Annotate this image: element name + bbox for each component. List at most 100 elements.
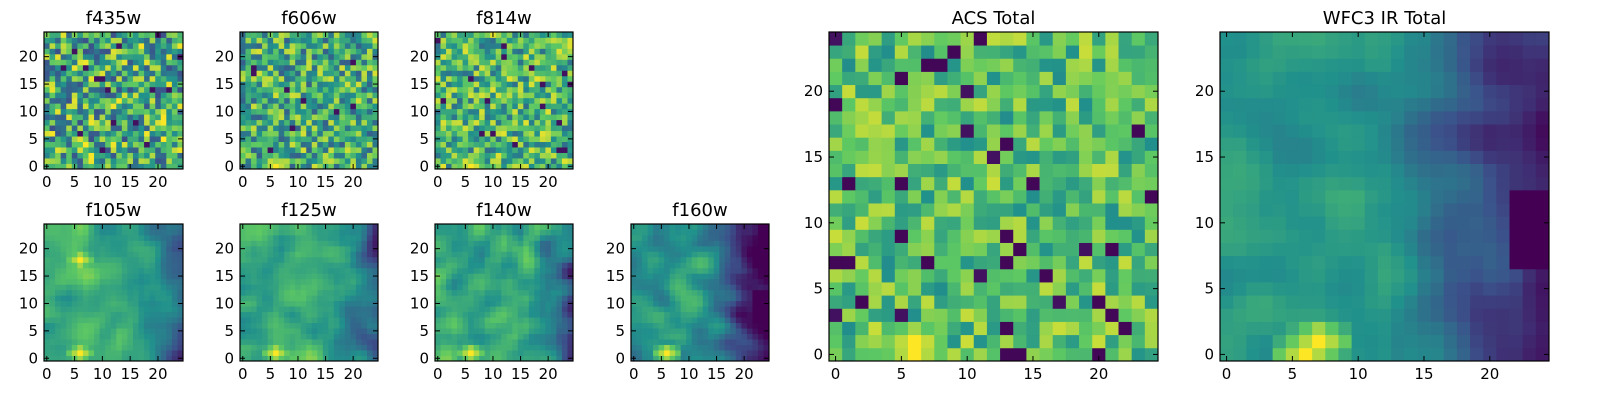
heatmap-cell — [539, 256, 546, 263]
heatmap-cell — [523, 262, 530, 269]
heatmap-cell — [528, 92, 535, 99]
heatmap-cell — [561, 300, 568, 307]
heatmap-cell — [295, 42, 302, 49]
heatmap-cell — [251, 81, 257, 88]
heatmap-cell — [440, 119, 447, 126]
heatmap-cell — [88, 119, 95, 126]
heatmap-cell — [88, 103, 95, 110]
heatmap-cell — [451, 350, 458, 356]
heatmap-cell — [636, 289, 643, 296]
heatmap-cell — [506, 114, 513, 121]
heatmap-cell — [868, 268, 883, 283]
heatmap-cell — [251, 306, 257, 313]
heatmap-cell — [1026, 321, 1040, 336]
heatmap-cell — [440, 267, 447, 274]
heatmap-cell — [339, 317, 346, 324]
heatmap-cell — [686, 256, 693, 263]
heatmap-cell — [240, 86, 246, 93]
heatmap-cell — [495, 108, 502, 115]
heatmap-cell — [132, 108, 139, 115]
heatmap-cell — [556, 53, 563, 60]
heatmap-cell — [339, 339, 346, 345]
heatmap-cell — [132, 70, 139, 77]
heatmap-cell — [138, 251, 145, 258]
heatmap-cell — [881, 163, 896, 178]
heatmap-cell — [669, 295, 676, 302]
heatmap-cell — [730, 289, 737, 296]
heatmap-cell — [894, 189, 909, 204]
heatmap-cell — [44, 86, 50, 93]
heatmap-cell — [763, 224, 770, 230]
heatmap-cell — [311, 339, 318, 345]
heatmap-cell — [495, 295, 502, 302]
heatmap-cell — [328, 262, 335, 269]
heatmap-cell — [132, 114, 139, 121]
heatmap-cell — [947, 282, 961, 296]
heatmap-cell — [88, 86, 95, 93]
heatmap-cell — [746, 278, 753, 285]
heatmap-cell — [947, 163, 961, 178]
heatmap-cell — [539, 273, 546, 280]
heatmap-cell — [653, 317, 659, 324]
heatmap-cell — [484, 86, 491, 93]
heatmap-cell — [517, 317, 524, 324]
heatmap-cell — [344, 224, 351, 230]
heatmap-cell — [479, 136, 486, 142]
heatmap-cell — [132, 311, 139, 318]
heatmap-cell — [730, 311, 737, 318]
heatmap-cell — [355, 158, 362, 164]
heatmap-cell — [534, 130, 541, 137]
heatmap-cell — [132, 262, 139, 269]
heatmap-cell — [44, 119, 50, 126]
heatmap-cell — [267, 251, 274, 258]
heatmap-cell — [306, 81, 313, 88]
heatmap-cell — [479, 355, 486, 362]
heatmap-cell — [446, 114, 452, 121]
heatmap-cell — [550, 295, 557, 302]
heatmap-cell — [306, 70, 313, 77]
heatmap-cell — [960, 334, 975, 349]
heatmap-cell — [71, 278, 78, 285]
heatmap-cell — [1013, 229, 1027, 243]
heatmap-cell — [473, 119, 480, 126]
heatmap-cell — [44, 48, 50, 55]
heatmap-cell — [561, 70, 568, 77]
heatmap-cell — [60, 130, 67, 137]
heatmap-cell — [284, 229, 291, 236]
heatmap-cell — [435, 278, 441, 285]
heatmap-cell — [160, 163, 167, 170]
heatmap-cell — [333, 311, 340, 318]
heatmap-cell — [1144, 229, 1159, 243]
heatmap-cell — [1079, 189, 1093, 204]
heatmap-cell — [144, 81, 151, 88]
heatmap-cell — [278, 284, 285, 291]
heatmap-cell — [171, 289, 178, 296]
heatmap-cell — [534, 86, 541, 93]
heatmap-cell — [171, 64, 178, 71]
heatmap-cell — [757, 300, 764, 307]
heatmap-cell — [262, 300, 268, 307]
heatmap-cell — [355, 355, 362, 362]
heatmap-cell — [741, 284, 748, 291]
heatmap-cell — [680, 339, 687, 345]
heatmap-cell — [245, 295, 252, 302]
heatmap-cell — [523, 278, 530, 285]
heatmap-cell — [289, 278, 296, 285]
heatmap-cell — [155, 278, 162, 285]
heatmap-cell — [44, 152, 50, 159]
heatmap-cell — [907, 334, 922, 349]
heatmap-cell — [339, 97, 346, 104]
heatmap-cell — [506, 147, 513, 153]
heatmap-cell — [517, 92, 524, 99]
heatmap-cell — [495, 70, 502, 77]
heatmap-cell — [934, 334, 948, 349]
heatmap-cell — [121, 92, 128, 99]
heatmap-cell — [457, 267, 463, 274]
heatmap-cell — [166, 158, 173, 164]
heatmap-cell — [1039, 176, 1054, 191]
heatmap-cell — [121, 295, 128, 302]
heatmap-cell — [539, 86, 546, 93]
heatmap-cell — [350, 245, 357, 252]
heatmap-cell — [44, 289, 50, 296]
heatmap-cell — [155, 53, 162, 60]
